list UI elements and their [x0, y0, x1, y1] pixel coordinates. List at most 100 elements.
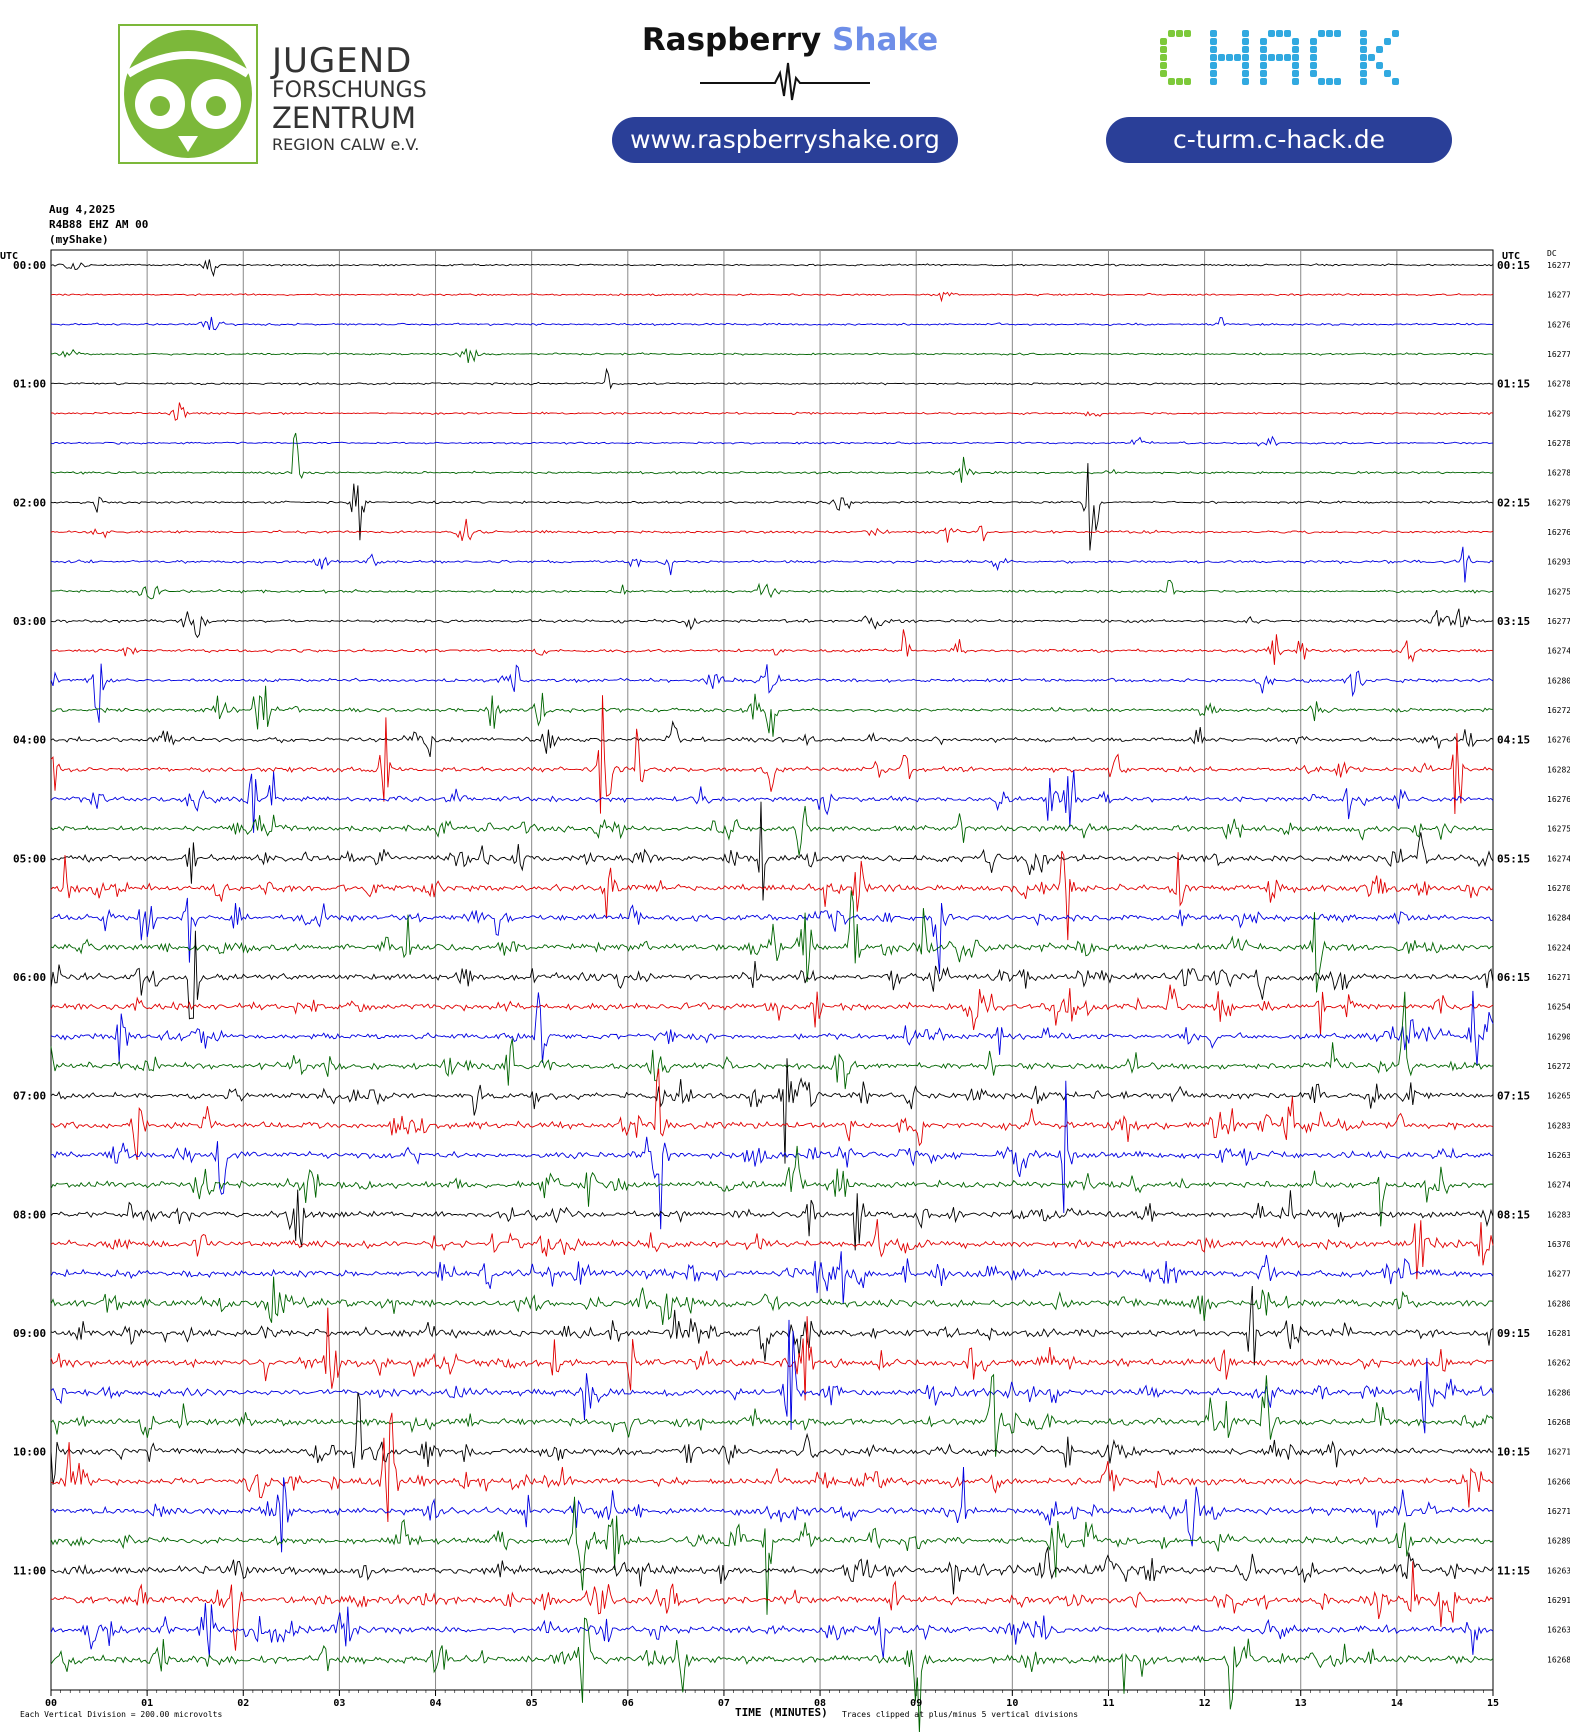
hour-label-left: 00:00	[13, 259, 46, 272]
chack-pixel	[1242, 54, 1249, 61]
seismic-trace	[50, 518, 1494, 543]
dc-value: 16270	[1547, 884, 1570, 893]
hour-label-right: 11:15	[1497, 1564, 1530, 1577]
dc-value: 16276	[1547, 320, 1570, 329]
dc-value: 16268	[1547, 1655, 1570, 1664]
station-code: R4B88 EHZ AM 00	[49, 218, 149, 231]
chack-pixel	[1310, 62, 1317, 69]
chack-pixel	[1292, 38, 1299, 45]
seismic-trace	[50, 695, 1494, 815]
chack-pixel	[1242, 46, 1249, 53]
seismic-trace	[50, 432, 1494, 483]
seismic-trace	[50, 984, 1494, 1036]
seismic-trace	[50, 629, 1494, 665]
seismic-trace	[50, 402, 1494, 421]
dc-value: 16283	[1547, 1121, 1570, 1130]
dc-value: 16293	[1547, 558, 1570, 567]
chack-pixel	[1276, 30, 1283, 37]
chack-url-button[interactable]: c-turm.c-hack.de	[1106, 117, 1452, 163]
seismic-trace	[50, 1412, 1494, 1523]
chack-pixel	[1210, 38, 1217, 45]
chack-pixel	[1326, 30, 1333, 37]
chack-pixel	[1160, 70, 1167, 77]
hour-label-right: 06:15	[1497, 971, 1530, 984]
dc-value: 16278	[1547, 469, 1570, 478]
hour-label-left: 11:00	[13, 1564, 46, 1577]
seismic-trace	[50, 348, 1494, 363]
hour-label-left: 01:00	[13, 378, 46, 391]
chack-pixel	[1310, 54, 1317, 61]
seismic-trace	[50, 1276, 1494, 1325]
chack-pixel	[1242, 78, 1249, 85]
seismic-trace	[50, 1496, 1494, 1615]
hour-label-left: 04:00	[13, 734, 46, 747]
chack-pixel	[1360, 78, 1367, 85]
dc-value: 16275	[1547, 825, 1570, 834]
seismic-trace	[50, 1373, 1494, 1457]
jfz-line3: ZENTRUM	[272, 101, 416, 135]
chack-pixel	[1184, 30, 1191, 37]
x-tick-label: 13	[1295, 1698, 1307, 1709]
x-tick-label: 03	[333, 1698, 345, 1709]
dc-value: 16263	[1547, 1151, 1570, 1160]
dc-value: 16276	[1547, 736, 1570, 745]
chack-pixel	[1226, 54, 1233, 61]
chack-pixel	[1210, 46, 1217, 53]
dc-value: 16272	[1547, 1062, 1570, 1071]
chack-pixel	[1334, 30, 1341, 37]
x-tick-label: 10	[1006, 1698, 1018, 1709]
chack-pixel	[1210, 30, 1217, 37]
dc-value: 16274	[1547, 1181, 1570, 1190]
seismic-trace	[50, 1561, 1494, 1651]
chack-pixel	[1160, 62, 1167, 69]
dc-value: 16277	[1547, 291, 1570, 300]
dc-value: 16286	[1547, 1388, 1570, 1397]
grid-lines	[50, 250, 1494, 1696]
chack-pixel	[1184, 78, 1191, 85]
dc-value: 16284	[1547, 914, 1570, 923]
dc-value: 16224	[1547, 943, 1570, 952]
hour-label-left: 03:00	[13, 615, 46, 628]
network-name: (myShake)	[49, 233, 109, 246]
chack-pixel	[1242, 30, 1249, 37]
chack-pixel	[1218, 54, 1225, 61]
chack-pixel	[1292, 62, 1299, 69]
dc-value: 16260	[1547, 1477, 1570, 1486]
jfz-line1: JUGEND	[272, 41, 413, 81]
raspberry-shake-logo[interactable]: Raspberry Shake	[640, 22, 940, 58]
x-tick-label: 02	[237, 1698, 249, 1709]
seismic-trace	[50, 1319, 1494, 1434]
record-date: Aug 4,2025	[49, 203, 116, 216]
hour-label-right: 02:15	[1497, 496, 1530, 509]
right-axis-label: UTC	[1502, 251, 1520, 262]
dc-value: 16282	[1547, 765, 1570, 774]
seismic-trace	[50, 546, 1494, 583]
dc-value: 16254	[1547, 1003, 1570, 1012]
hour-label-right: 09:15	[1497, 1327, 1530, 1340]
hour-label-left: 08:00	[13, 1208, 46, 1221]
chack-pixel	[1326, 78, 1333, 85]
dc-value: 16265	[1547, 1092, 1570, 1101]
dc-value: 16277	[1547, 617, 1570, 626]
raspberryshake-url-button[interactable]: www.raspberryshake.org	[612, 117, 958, 163]
chack-pixel	[1360, 38, 1367, 45]
x-tick-label: 12	[1199, 1698, 1211, 1709]
chack-logo-icon[interactable]	[1160, 30, 1410, 92]
jfz-logo[interactable]: JUGEND FORSCHUNGS ZENTRUM REGION CALW e.…	[118, 24, 548, 169]
x-tick-label: 07	[718, 1698, 730, 1709]
hour-label-right: 00:15	[1497, 259, 1530, 272]
seismic-trace	[50, 1219, 1494, 1280]
seismic-trace	[50, 1145, 1494, 1227]
station-info: Aug 4,2025 R4B88 EHZ AM 00 (myShake)	[49, 202, 148, 247]
chack-pixel	[1318, 78, 1325, 85]
chack-pixel	[1292, 78, 1299, 85]
x-tick-label: 09	[910, 1698, 922, 1709]
chack-pixel	[1310, 38, 1317, 45]
dc-value: 16277	[1547, 261, 1570, 270]
chack-pixel	[1310, 46, 1317, 53]
seismic-trace	[50, 1617, 1494, 1732]
dc-value: 16276	[1547, 528, 1570, 537]
chack-pixel	[1292, 54, 1299, 61]
dc-value: 16271	[1547, 1448, 1570, 1457]
